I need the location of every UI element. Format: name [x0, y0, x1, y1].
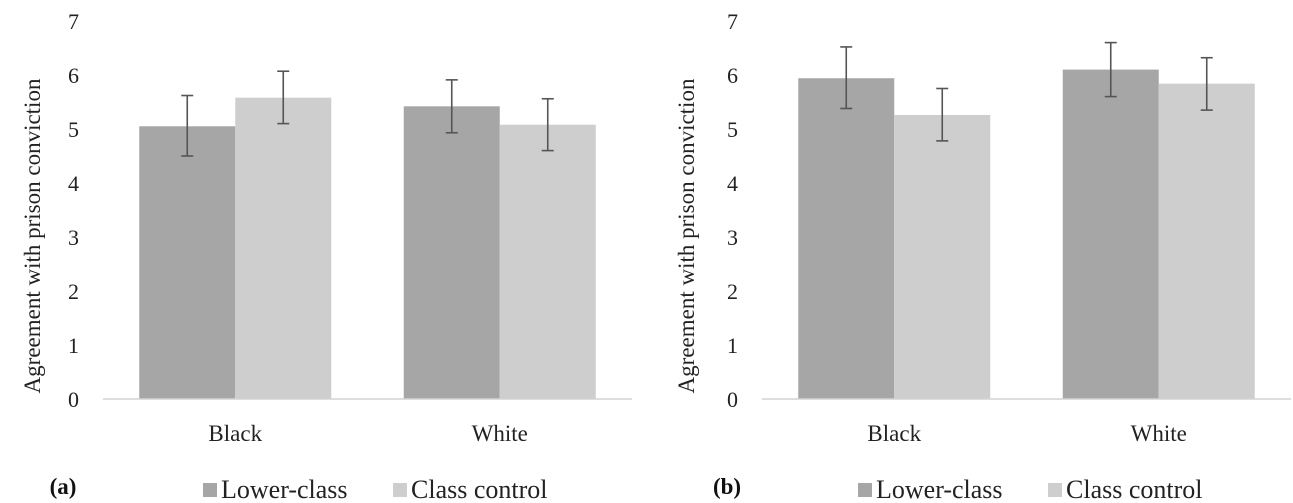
y-tick-label: 2: [727, 279, 738, 304]
y-tick-label: 7: [68, 9, 79, 34]
error-bar: [277, 70, 290, 125]
legend-swatch: [203, 483, 217, 497]
bar-lower-class-black: [139, 126, 236, 400]
legend-label: Lower-class: [221, 475, 348, 503]
y-tick-label: 7: [727, 9, 738, 34]
chart-panel-a: 0 1 2 3 4 5 6 7 Black White Agreement with prison …: [20, 9, 632, 503]
y-tick-label: 0: [727, 387, 738, 412]
y-tick-label: 3: [727, 225, 738, 250]
bar-class-control-black: [235, 97, 332, 400]
legend: Lower-class Class control: [203, 475, 548, 503]
y-tick-label: 6: [68, 63, 79, 88]
bar-lower-class-white: [403, 106, 500, 399]
x-category-label: Black: [208, 421, 262, 446]
legend-swatch: [858, 483, 872, 497]
legend-label: Class control: [1066, 475, 1203, 503]
legend-item: Lower-class: [203, 475, 348, 503]
error-bar: [181, 94, 194, 157]
error-bar: [1200, 56, 1213, 111]
y-tick-label: 1: [727, 333, 738, 358]
error-bar: [840, 46, 853, 110]
y-tick-label: 6: [727, 63, 738, 88]
y-tick-label: 5: [68, 117, 79, 142]
y-axis-title: Agreement with prison conviction: [20, 78, 45, 393]
legend-item: Class control: [1048, 475, 1203, 503]
legend-label: Class control: [411, 475, 548, 503]
legend-swatch: [1048, 483, 1062, 497]
y-tick-label: 4: [68, 171, 79, 196]
y-tick-label: 3: [68, 225, 79, 250]
legend: Lower-class Class control: [858, 475, 1203, 503]
bar-class-control-white: [1158, 83, 1255, 399]
legend-swatch: [393, 483, 407, 497]
y-tick-label: 4: [727, 171, 738, 196]
y-tick-label: 2: [68, 279, 79, 304]
error-bar: [936, 87, 949, 142]
x-category-label: White: [472, 421, 528, 446]
x-category-label: Black: [867, 421, 921, 446]
y-tick-label: 0: [68, 387, 79, 412]
legend-label: Lower-class: [876, 475, 1003, 503]
legend-item: Class control: [393, 475, 548, 503]
y-tick-label: 1: [68, 333, 79, 358]
panel-label: (a): [50, 474, 77, 499]
y-axis-title: Agreement with prison conviction: [674, 78, 699, 393]
x-category-label: White: [1131, 421, 1187, 446]
bar-lower-class-black: [798, 78, 895, 400]
error-bar: [1104, 41, 1117, 98]
y-tick-label: 5: [727, 117, 738, 142]
panel-label: (b): [713, 474, 741, 499]
bar-class-control-white: [499, 124, 596, 400]
chart-panel-b: 0 1 2 3 4 5 6 7 Black White Agreement with prison …: [674, 9, 1291, 503]
bar-lower-class-white: [1062, 69, 1159, 399]
bar-class-control-black: [894, 114, 991, 400]
error-bar: [541, 97, 554, 152]
legend-item: Lower-class: [858, 475, 1003, 503]
error-bar: [445, 79, 458, 134]
